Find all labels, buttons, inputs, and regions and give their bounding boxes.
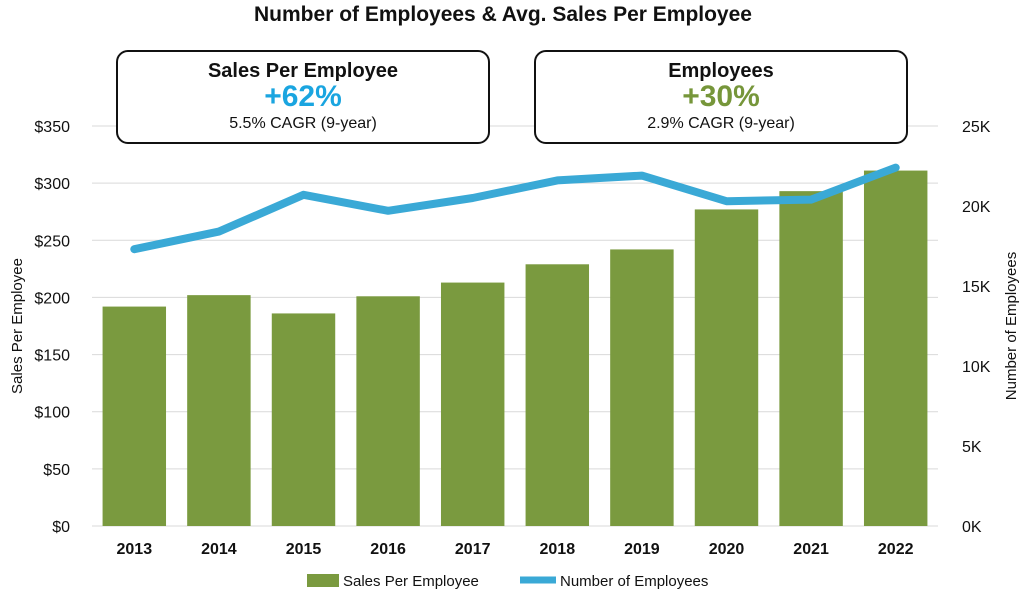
x-tick: 2022 [878, 541, 914, 558]
right-axis-ticks: 0K 5K 10K 15K 20K 25K [962, 119, 991, 536]
x-tick: 2021 [793, 541, 829, 558]
employees-point-2017 [472, 197, 474, 199]
bar-2017 [440, 282, 505, 526]
legend-label-sales: Sales Per Employee [343, 573, 479, 590]
bar-2022 [863, 170, 928, 527]
callout-sales: Sales Per Employee +62% 5.5% CAGR (9-yea… [116, 50, 490, 144]
bar-2021 [779, 191, 843, 526]
y-tick-right: 20K [962, 199, 991, 216]
y-tick-left: $150 [34, 348, 70, 365]
y-tick-left: $350 [34, 119, 70, 136]
y-tick-right: 10K [962, 359, 991, 376]
employees-point-2021 [810, 199, 812, 201]
bars [102, 170, 928, 527]
bar-2016 [356, 296, 420, 526]
employees-line [130, 163, 900, 254]
chart-title: Number of Employees & Avg. Sales Per Emp… [254, 3, 752, 26]
employees-point-2019 [641, 175, 643, 177]
y-axis-label-left: Sales Per Employee [9, 258, 26, 394]
bar-2018 [525, 264, 590, 526]
employees-point-2020 [726, 200, 727, 202]
x-tick: 2014 [201, 541, 237, 558]
left-axis-ticks: $0 $50 $100 $150 $200 $250 $300 $350 [34, 119, 70, 536]
callout-sales-sub: 5.5% CAGR (9-year) [229, 115, 377, 132]
x-tick: 2020 [709, 541, 745, 558]
employees-point-2018 [556, 179, 558, 181]
callout-sales-value: +62% [264, 80, 342, 113]
x-tick: 2015 [286, 541, 322, 558]
callout-employees-value: +30% [682, 80, 760, 113]
y-tick-left: $200 [34, 290, 70, 307]
callout-employees-sub: 2.9% CAGR (9-year) [647, 115, 795, 132]
y-tick-right: 0K [962, 519, 982, 536]
callout-employees: Employees +30% 2.9% CAGR (9-year) [534, 50, 908, 144]
callout-employees-title: Employees [668, 60, 774, 82]
bar-2014 [187, 295, 251, 526]
legend-swatch-sales [307, 574, 339, 587]
y-tick-left: $100 [34, 405, 70, 422]
y-tick-right: 25K [962, 119, 991, 136]
employees-point-2014 [218, 231, 220, 233]
employees-point-2016 [387, 210, 389, 212]
employees-point-2015 [303, 194, 304, 196]
x-tick: 2013 [117, 541, 153, 558]
x-axis-ticks: 2013 2014 2015 2016 2017 2018 2019 2020 2021 2022 [117, 541, 914, 558]
y-tick-left: $0 [52, 519, 70, 536]
employees-point-2022 [895, 167, 897, 169]
y-axis-label-right: Number of Employees [1003, 252, 1020, 400]
bar-2013 [102, 306, 167, 526]
x-tick: 2019 [624, 541, 660, 558]
bar-2020 [694, 209, 759, 526]
x-tick: 2016 [370, 541, 406, 558]
employees-point-2013 [133, 248, 135, 250]
y-tick-left: $250 [34, 233, 70, 250]
y-tick-left: $50 [43, 462, 70, 479]
employees-line-path [130, 163, 900, 254]
legend-label-employees: Number of Employees [560, 573, 708, 590]
bar-2019 [610, 249, 674, 526]
x-tick: 2018 [540, 541, 576, 558]
y-tick-right: 15K [962, 279, 991, 296]
x-tick: 2017 [455, 541, 491, 558]
bar-2015 [271, 313, 336, 526]
y-tick-left: $300 [34, 176, 70, 193]
y-tick-right: 5K [962, 439, 982, 456]
legend: Sales Per Employee Number of Employees [307, 573, 708, 590]
callout-sales-title: Sales Per Employee [207, 60, 399, 82]
